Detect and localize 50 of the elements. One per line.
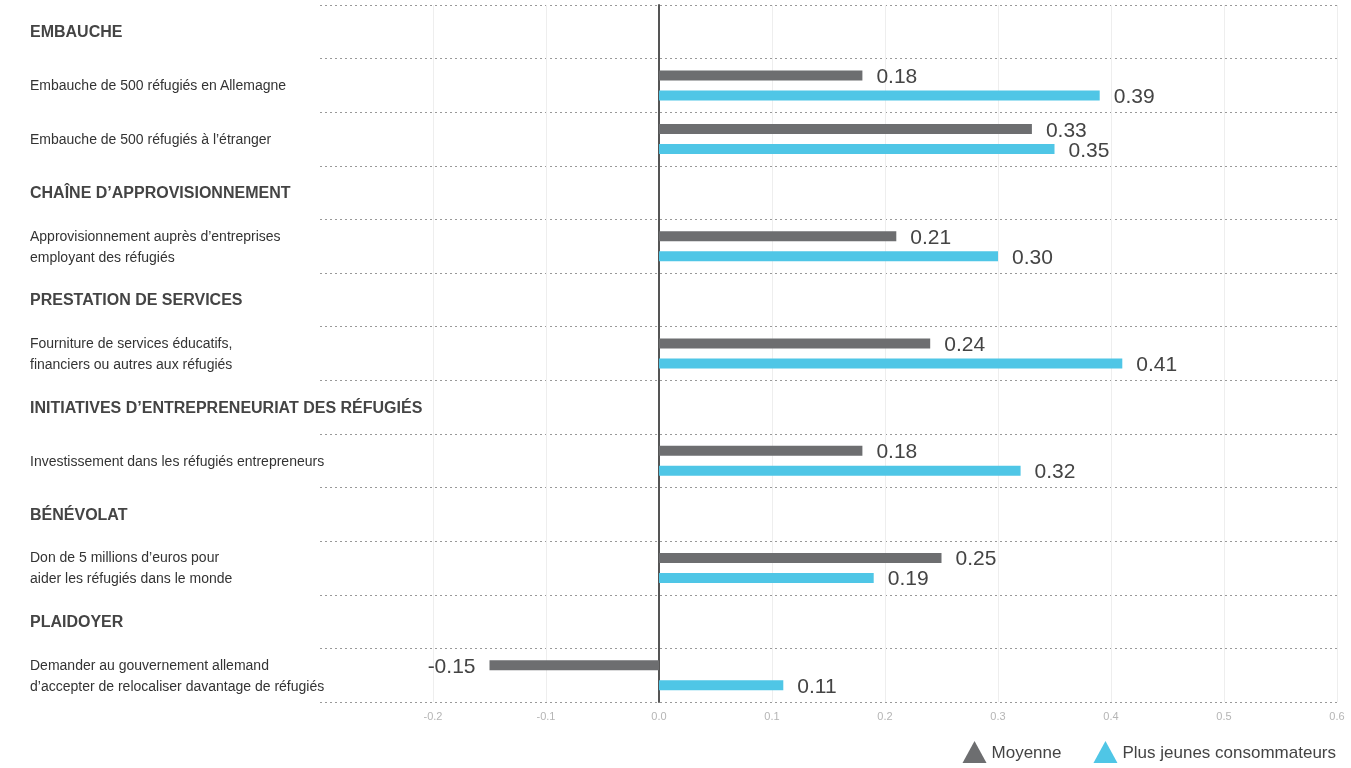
data-label: 0.24: [944, 332, 986, 355]
y-tick-label: EMBAUCHE: [30, 23, 123, 41]
bar: [659, 465, 1021, 476]
data-label: 0.41: [1136, 352, 1178, 375]
legend-label: Plus jeunes consommateurs: [1122, 742, 1336, 762]
data-label: 0.39: [1113, 83, 1155, 107]
x-tick-label: 0.2: [877, 709, 893, 722]
bar: [659, 231, 897, 242]
data-label: -0.15: [427, 653, 476, 677]
x-tick-label: 0.4: [1103, 709, 1119, 722]
bar: [659, 338, 931, 349]
x-tick-label: 0.1: [764, 709, 780, 722]
y-tick-label: INITIATIVES D’ENTREPRENEURIAT DES RÉFUGIÉS: [30, 397, 423, 416]
y-tick-label: CHAÎNE D’APPROVISIONNEMENT: [30, 183, 291, 202]
bar: [659, 572, 874, 583]
y-tick-label: Don de 5 millions d’euros pour aider les réfugiés dans le monde: [30, 549, 233, 587]
data-label: 0.11: [797, 673, 837, 697]
y-tick-label: Fourniture de services éducatifs, financiers ou autres aux réfugiés: [30, 335, 233, 372]
data-label: 0.21: [910, 224, 952, 248]
data-label: 0.18: [876, 439, 918, 463]
data-label: 0.18: [876, 63, 918, 87]
bar: [659, 552, 942, 563]
x-tick-label: 0.5: [1216, 709, 1232, 722]
x-tick-label: 0.0: [651, 709, 667, 722]
bar: [659, 144, 1055, 155]
y-tick-label: PLAIDOYER: [30, 613, 124, 631]
bar: [659, 358, 1123, 369]
data-label: 0.32: [1034, 459, 1076, 483]
bar: [659, 251, 998, 262]
bar: [489, 660, 659, 671]
y-tick-label: Approvisionnement auprès d’entreprises employant des réfugiés: [30, 227, 281, 265]
y-tick-label: BÉNÉVOLAT: [30, 504, 128, 523]
bar: [659, 680, 784, 691]
y-tick-label: Embauche de 500 réfugiés en Allemagne: [30, 77, 287, 94]
x-tick-label: 0.3: [990, 709, 1006, 722]
bar: [659, 445, 863, 456]
legend-label: Moyenne: [991, 742, 1062, 762]
y-tick-label: Embauche de 500 réfugiés à l’étranger: [30, 131, 272, 148]
y-tick-label: PRESTATION DE SERVICES: [30, 291, 243, 309]
bar: [659, 70, 863, 81]
data-label: 0.25: [955, 546, 997, 570]
x-tick-label: -0.2: [423, 709, 443, 722]
data-label: 0.30: [1012, 244, 1053, 268]
x-tick-label: -0.1: [536, 709, 556, 722]
y-tick-label: Investissement dans les réfugiés entrepreneurs: [30, 452, 325, 469]
y-tick-label: Demander au gouvernement allemand d’accepter de relocaliser davantage de réfugiés: [30, 656, 325, 694]
bar: [659, 90, 1100, 101]
data-label: 0.19: [887, 566, 929, 590]
x-tick-label: 0.6: [1329, 709, 1345, 722]
bar: [659, 124, 1032, 135]
